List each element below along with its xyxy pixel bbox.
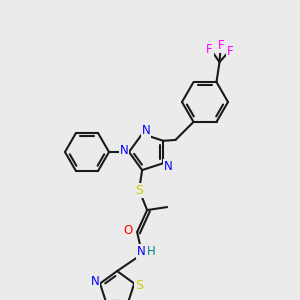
Text: S: S: [135, 279, 143, 292]
Text: F: F: [218, 39, 225, 52]
Text: N: N: [120, 143, 128, 157]
Text: F: F: [206, 43, 213, 56]
Text: S: S: [135, 184, 143, 196]
Text: N: N: [164, 160, 173, 173]
Text: O: O: [124, 224, 133, 237]
Text: N: N: [91, 275, 99, 288]
Text: N: N: [137, 244, 146, 258]
Text: H: H: [147, 244, 155, 258]
Text: F: F: [227, 45, 234, 58]
Text: N: N: [142, 124, 151, 137]
